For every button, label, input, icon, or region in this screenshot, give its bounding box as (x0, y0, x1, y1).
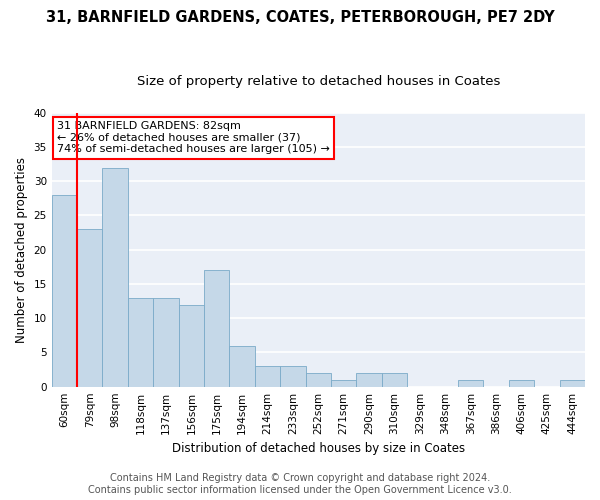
X-axis label: Distribution of detached houses by size in Coates: Distribution of detached houses by size … (172, 442, 465, 455)
Bar (331, 380, 356, 386)
Bar (255, 366, 280, 386)
Bar (509, 380, 534, 386)
Bar (103, 168, 128, 386)
Bar (382, 373, 407, 386)
Bar (153, 298, 179, 386)
Text: Contains HM Land Registry data © Crown copyright and database right 2024.
Contai: Contains HM Land Registry data © Crown c… (88, 474, 512, 495)
Bar (179, 304, 204, 386)
Y-axis label: Number of detached properties: Number of detached properties (15, 156, 28, 342)
Bar (356, 373, 382, 386)
Bar (458, 380, 484, 386)
Bar (229, 346, 255, 387)
Title: Size of property relative to detached houses in Coates: Size of property relative to detached ho… (137, 75, 500, 88)
Text: 31, BARNFIELD GARDENS, COATES, PETERBOROUGH, PE7 2DY: 31, BARNFIELD GARDENS, COATES, PETERBORO… (46, 10, 554, 25)
Bar (52, 195, 77, 386)
Bar (280, 366, 305, 386)
Bar (77, 229, 103, 386)
Text: 31 BARNFIELD GARDENS: 82sqm
← 26% of detached houses are smaller (37)
74% of sem: 31 BARNFIELD GARDENS: 82sqm ← 26% of det… (57, 121, 330, 154)
Bar (305, 373, 331, 386)
Bar (204, 270, 229, 386)
Bar (128, 298, 153, 386)
Bar (560, 380, 585, 386)
